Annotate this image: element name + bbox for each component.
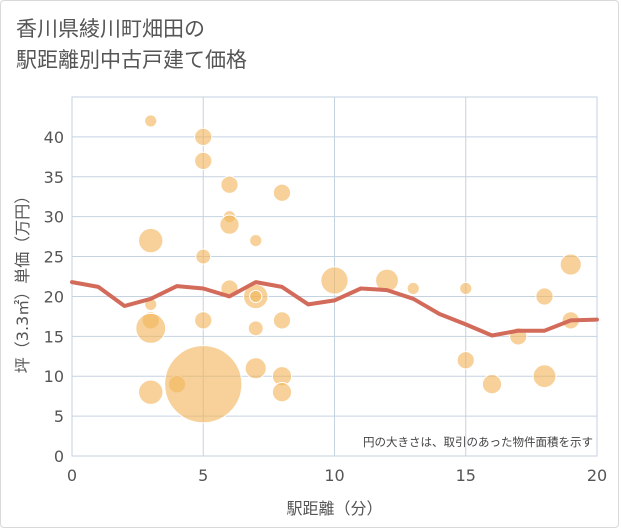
data-bubble (272, 311, 292, 330)
chart-title-line2: 駅距離別中古戸建て価格 (16, 48, 247, 72)
x-tick-label: 10 (324, 466, 344, 485)
data-bubble (535, 287, 554, 306)
data-bubble (138, 227, 164, 254)
data-bubble (247, 320, 264, 337)
data-bubble (219, 214, 240, 235)
y-tick-label: 30 (44, 208, 64, 227)
data-bubble (559, 253, 582, 276)
data-bubble (220, 175, 239, 194)
data-bubble (194, 151, 213, 170)
x-tick-label: 15 (456, 466, 476, 485)
data-bubble (481, 374, 503, 395)
data-bubble (194, 311, 213, 330)
y-tick-label: 20 (44, 287, 64, 306)
data-bubble (244, 357, 267, 380)
y-tick-label: 40 (44, 128, 64, 147)
data-bubble (249, 234, 263, 248)
data-bubble (459, 281, 473, 296)
data-bubble (249, 289, 263, 304)
x-tick-label: 5 (198, 466, 208, 485)
y-axis-title: 坪（3.3㎡）単価（万円） (13, 188, 32, 373)
data-bubble (406, 281, 420, 296)
y-tick-label: 25 (44, 248, 64, 267)
data-bubble (271, 382, 293, 403)
y-tick-label: 35 (44, 168, 64, 187)
data-bubble (532, 364, 557, 389)
x-tick-label: 20 (587, 466, 607, 485)
x-axis-title: 駅距離（分） (286, 499, 382, 518)
y-tick-label: 0 (54, 447, 64, 466)
data-bubble (456, 351, 475, 370)
data-bubble (194, 127, 213, 147)
data-bubble (144, 114, 158, 128)
data-bubble (320, 266, 349, 295)
trend-line (70, 280, 599, 338)
y-tick-label: 5 (54, 407, 64, 426)
y-tick-label: 15 (44, 327, 64, 346)
data-bubble (164, 345, 243, 424)
y-tick-label: 10 (44, 367, 64, 386)
chart-title: 香川県綾川町畑田の 駅距離別中古戸建て価格 (16, 14, 247, 76)
chart-title-line1: 香川県綾川町畑田の (16, 17, 205, 41)
size-annotation: 円の大きさは、取引のあった物件面積を示す (363, 435, 593, 449)
data-bubble (195, 248, 212, 265)
x-tick-label: 0 (67, 466, 77, 485)
data-bubble (138, 379, 164, 405)
data-bubble (272, 183, 292, 202)
data-bubble (135, 312, 167, 344)
